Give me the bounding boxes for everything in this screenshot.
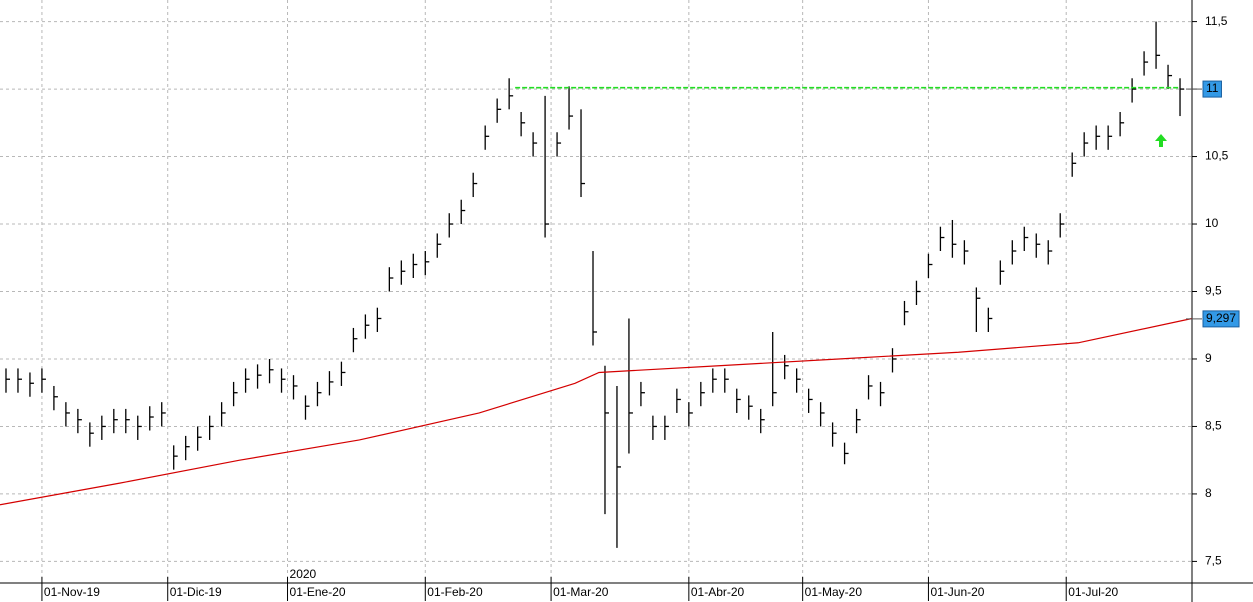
price-marker-box xyxy=(1202,310,1240,328)
price-marker-label: 11 xyxy=(1206,81,1219,95)
y-tick-label: 8,5 xyxy=(1205,419,1222,433)
x-tick-label: 01-May-20 xyxy=(805,585,863,599)
up-arrow xyxy=(1155,134,1167,147)
x-tick-label: 01-Jun-20 xyxy=(930,585,984,599)
moving-average-line xyxy=(0,317,1193,506)
price-marker-label: 9,297 xyxy=(1206,311,1236,325)
x-tick-label: 01-Ene-20 xyxy=(290,585,346,599)
x-tick-label: 01-Nov-19 xyxy=(44,585,100,599)
y-tick-label: 9,5 xyxy=(1205,284,1222,298)
x-tick-label: 01-Mar-20 xyxy=(553,585,609,599)
price-marker-box xyxy=(1202,80,1222,98)
x-tick-label: 01-Feb-20 xyxy=(427,585,483,599)
y-tick-label: 10 xyxy=(1205,216,1219,230)
y-tick-label: 11,5 xyxy=(1205,14,1228,28)
x-tick-label: 01-Dic-19 xyxy=(170,585,222,599)
x-tick-label: 01-Jul-20 xyxy=(1068,585,1118,599)
x-tick-label: 01-Abr-20 xyxy=(691,585,745,599)
y-tick-label: 7,5 xyxy=(1205,554,1222,568)
y-tick-label: 9 xyxy=(1205,351,1212,365)
year-label: 2020 xyxy=(290,567,317,581)
y-tick-label: 8 xyxy=(1205,486,1212,500)
y-tick-label: 10,5 xyxy=(1205,149,1229,163)
